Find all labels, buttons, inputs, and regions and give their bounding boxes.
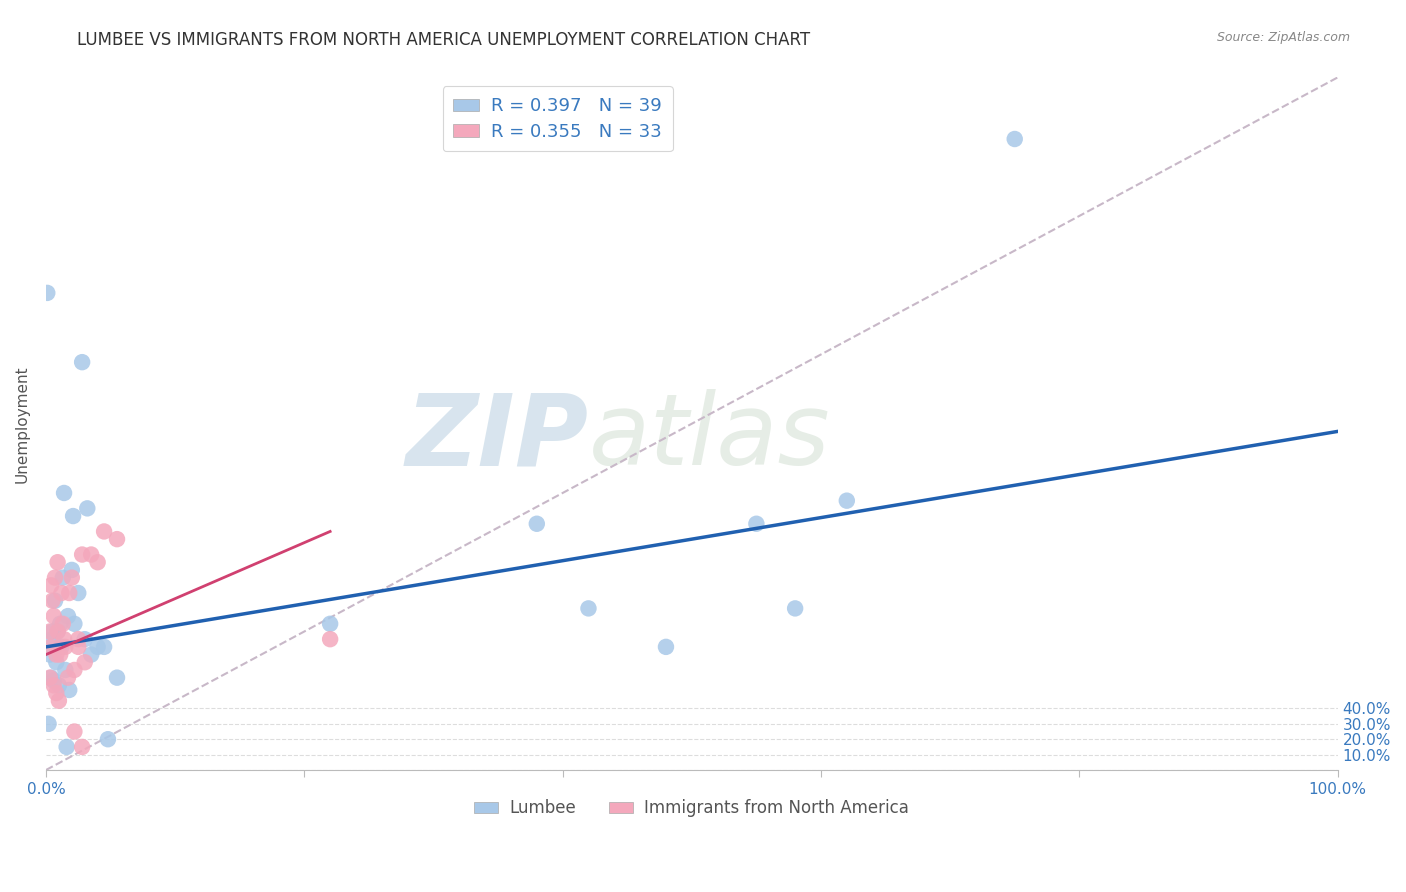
Legend: Lumbee, Immigrants from North America: Lumbee, Immigrants from North America <box>468 793 915 824</box>
Point <box>38 648 60 662</box>
Point <box>86 640 108 654</box>
Point <box>86 555 108 569</box>
Point <box>39 640 62 654</box>
Point <box>46 555 69 569</box>
Point <box>63 663 86 677</box>
Point <box>62 509 84 524</box>
Point <box>835 493 858 508</box>
Point <box>76 501 98 516</box>
Point <box>46 624 69 639</box>
Point <box>319 632 342 647</box>
Point <box>93 640 115 654</box>
Point <box>45 648 67 662</box>
Text: atlas: atlas <box>589 389 830 486</box>
Point <box>52 616 75 631</box>
Point <box>526 516 548 531</box>
Point <box>55 739 77 754</box>
Text: Source: ZipAtlas.com: Source: ZipAtlas.com <box>1216 31 1350 45</box>
Point <box>44 593 66 607</box>
Point <box>60 571 83 585</box>
Point <box>41 593 63 607</box>
Point <box>42 609 65 624</box>
Point <box>38 671 60 685</box>
Y-axis label: Unemployment: Unemployment <box>15 365 30 483</box>
Point <box>67 586 90 600</box>
Point <box>39 671 62 685</box>
Text: LUMBEE VS IMMIGRANTS FROM NORTH AMERICA UNEMPLOYMENT CORRELATION CHART: LUMBEE VS IMMIGRANTS FROM NORTH AMERICA … <box>77 31 810 49</box>
Point <box>45 655 67 669</box>
Point <box>58 586 80 600</box>
Point <box>53 632 76 647</box>
Point <box>53 640 76 654</box>
Point <box>41 632 63 647</box>
Point <box>63 724 86 739</box>
Point <box>39 578 62 592</box>
Point <box>80 548 103 562</box>
Point <box>60 563 83 577</box>
Text: ZIP: ZIP <box>405 389 589 486</box>
Point <box>38 624 60 639</box>
Point <box>52 571 75 585</box>
Point <box>45 686 67 700</box>
Point <box>73 632 96 647</box>
Point <box>42 673 65 688</box>
Point <box>70 355 93 369</box>
Point <box>73 655 96 669</box>
Point <box>67 632 90 647</box>
Point <box>67 640 90 654</box>
Point <box>37 285 59 300</box>
Point <box>56 609 79 624</box>
Point <box>49 616 72 631</box>
Point <box>93 524 115 539</box>
Point <box>51 640 73 654</box>
Point <box>48 694 70 708</box>
Point <box>80 648 103 662</box>
Point <box>655 640 678 654</box>
Point <box>1004 132 1026 146</box>
Point <box>63 616 86 631</box>
Point <box>70 548 93 562</box>
Point <box>745 516 768 531</box>
Point <box>46 624 69 639</box>
Point <box>70 739 93 754</box>
Point <box>49 648 72 662</box>
Point <box>578 601 600 615</box>
Point <box>97 732 120 747</box>
Point <box>44 571 66 585</box>
Point <box>53 663 76 677</box>
Point <box>105 671 128 685</box>
Point <box>58 683 80 698</box>
Point <box>785 601 807 615</box>
Point <box>51 586 73 600</box>
Point <box>38 716 60 731</box>
Point <box>41 624 63 639</box>
Point <box>105 532 128 546</box>
Point <box>53 486 76 500</box>
Point <box>56 671 79 685</box>
Point <box>48 678 70 692</box>
Point <box>42 678 65 692</box>
Point <box>319 616 342 631</box>
